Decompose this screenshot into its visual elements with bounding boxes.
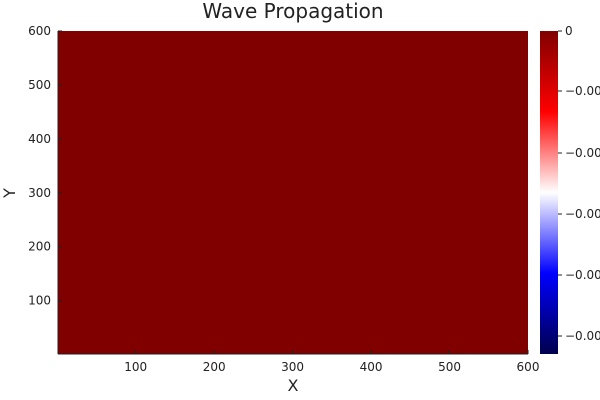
y-tick-label: 400	[28, 132, 51, 146]
y-axis-ticks: 100 200 300 400 500 600	[28, 24, 62, 308]
y-tick-label: 200	[28, 240, 51, 254]
x-axis-ticks: 100 200 300 400 500 600	[124, 350, 539, 374]
x-tick-label: 500	[438, 360, 461, 374]
y-tick-label: 600	[28, 24, 51, 38]
x-tick-label: 100	[124, 360, 147, 374]
colorbar-tick-label: −0.00	[565, 207, 600, 221]
y-tick-label: 500	[28, 78, 51, 92]
x-axis-label: X	[288, 376, 299, 395]
colorbar-tick-label: −0.00	[565, 268, 600, 282]
x-tick-label: 200	[203, 360, 226, 374]
y-tick-label: 100	[28, 294, 51, 308]
colorbar-tick-label: 0	[565, 24, 573, 38]
x-tick-label: 400	[360, 360, 383, 374]
colorbar-ticks: 0 −0.00 −0.00 −0.00 −0.00 −0.00	[558, 24, 600, 343]
y-axis-label: Y	[0, 188, 19, 199]
colorbar-tick-label: −0.00	[565, 146, 600, 160]
colorbar-tick-label: −0.00	[565, 84, 600, 98]
colorbar-tick-label: −0.00	[565, 329, 600, 343]
x-tick-label: 600	[517, 360, 540, 374]
colorbar	[540, 31, 558, 354]
heatmap-field	[58, 31, 528, 354]
x-tick-label: 300	[281, 360, 304, 374]
chart-title: Wave Propagation	[202, 0, 383, 23]
y-tick-label: 300	[28, 186, 51, 200]
